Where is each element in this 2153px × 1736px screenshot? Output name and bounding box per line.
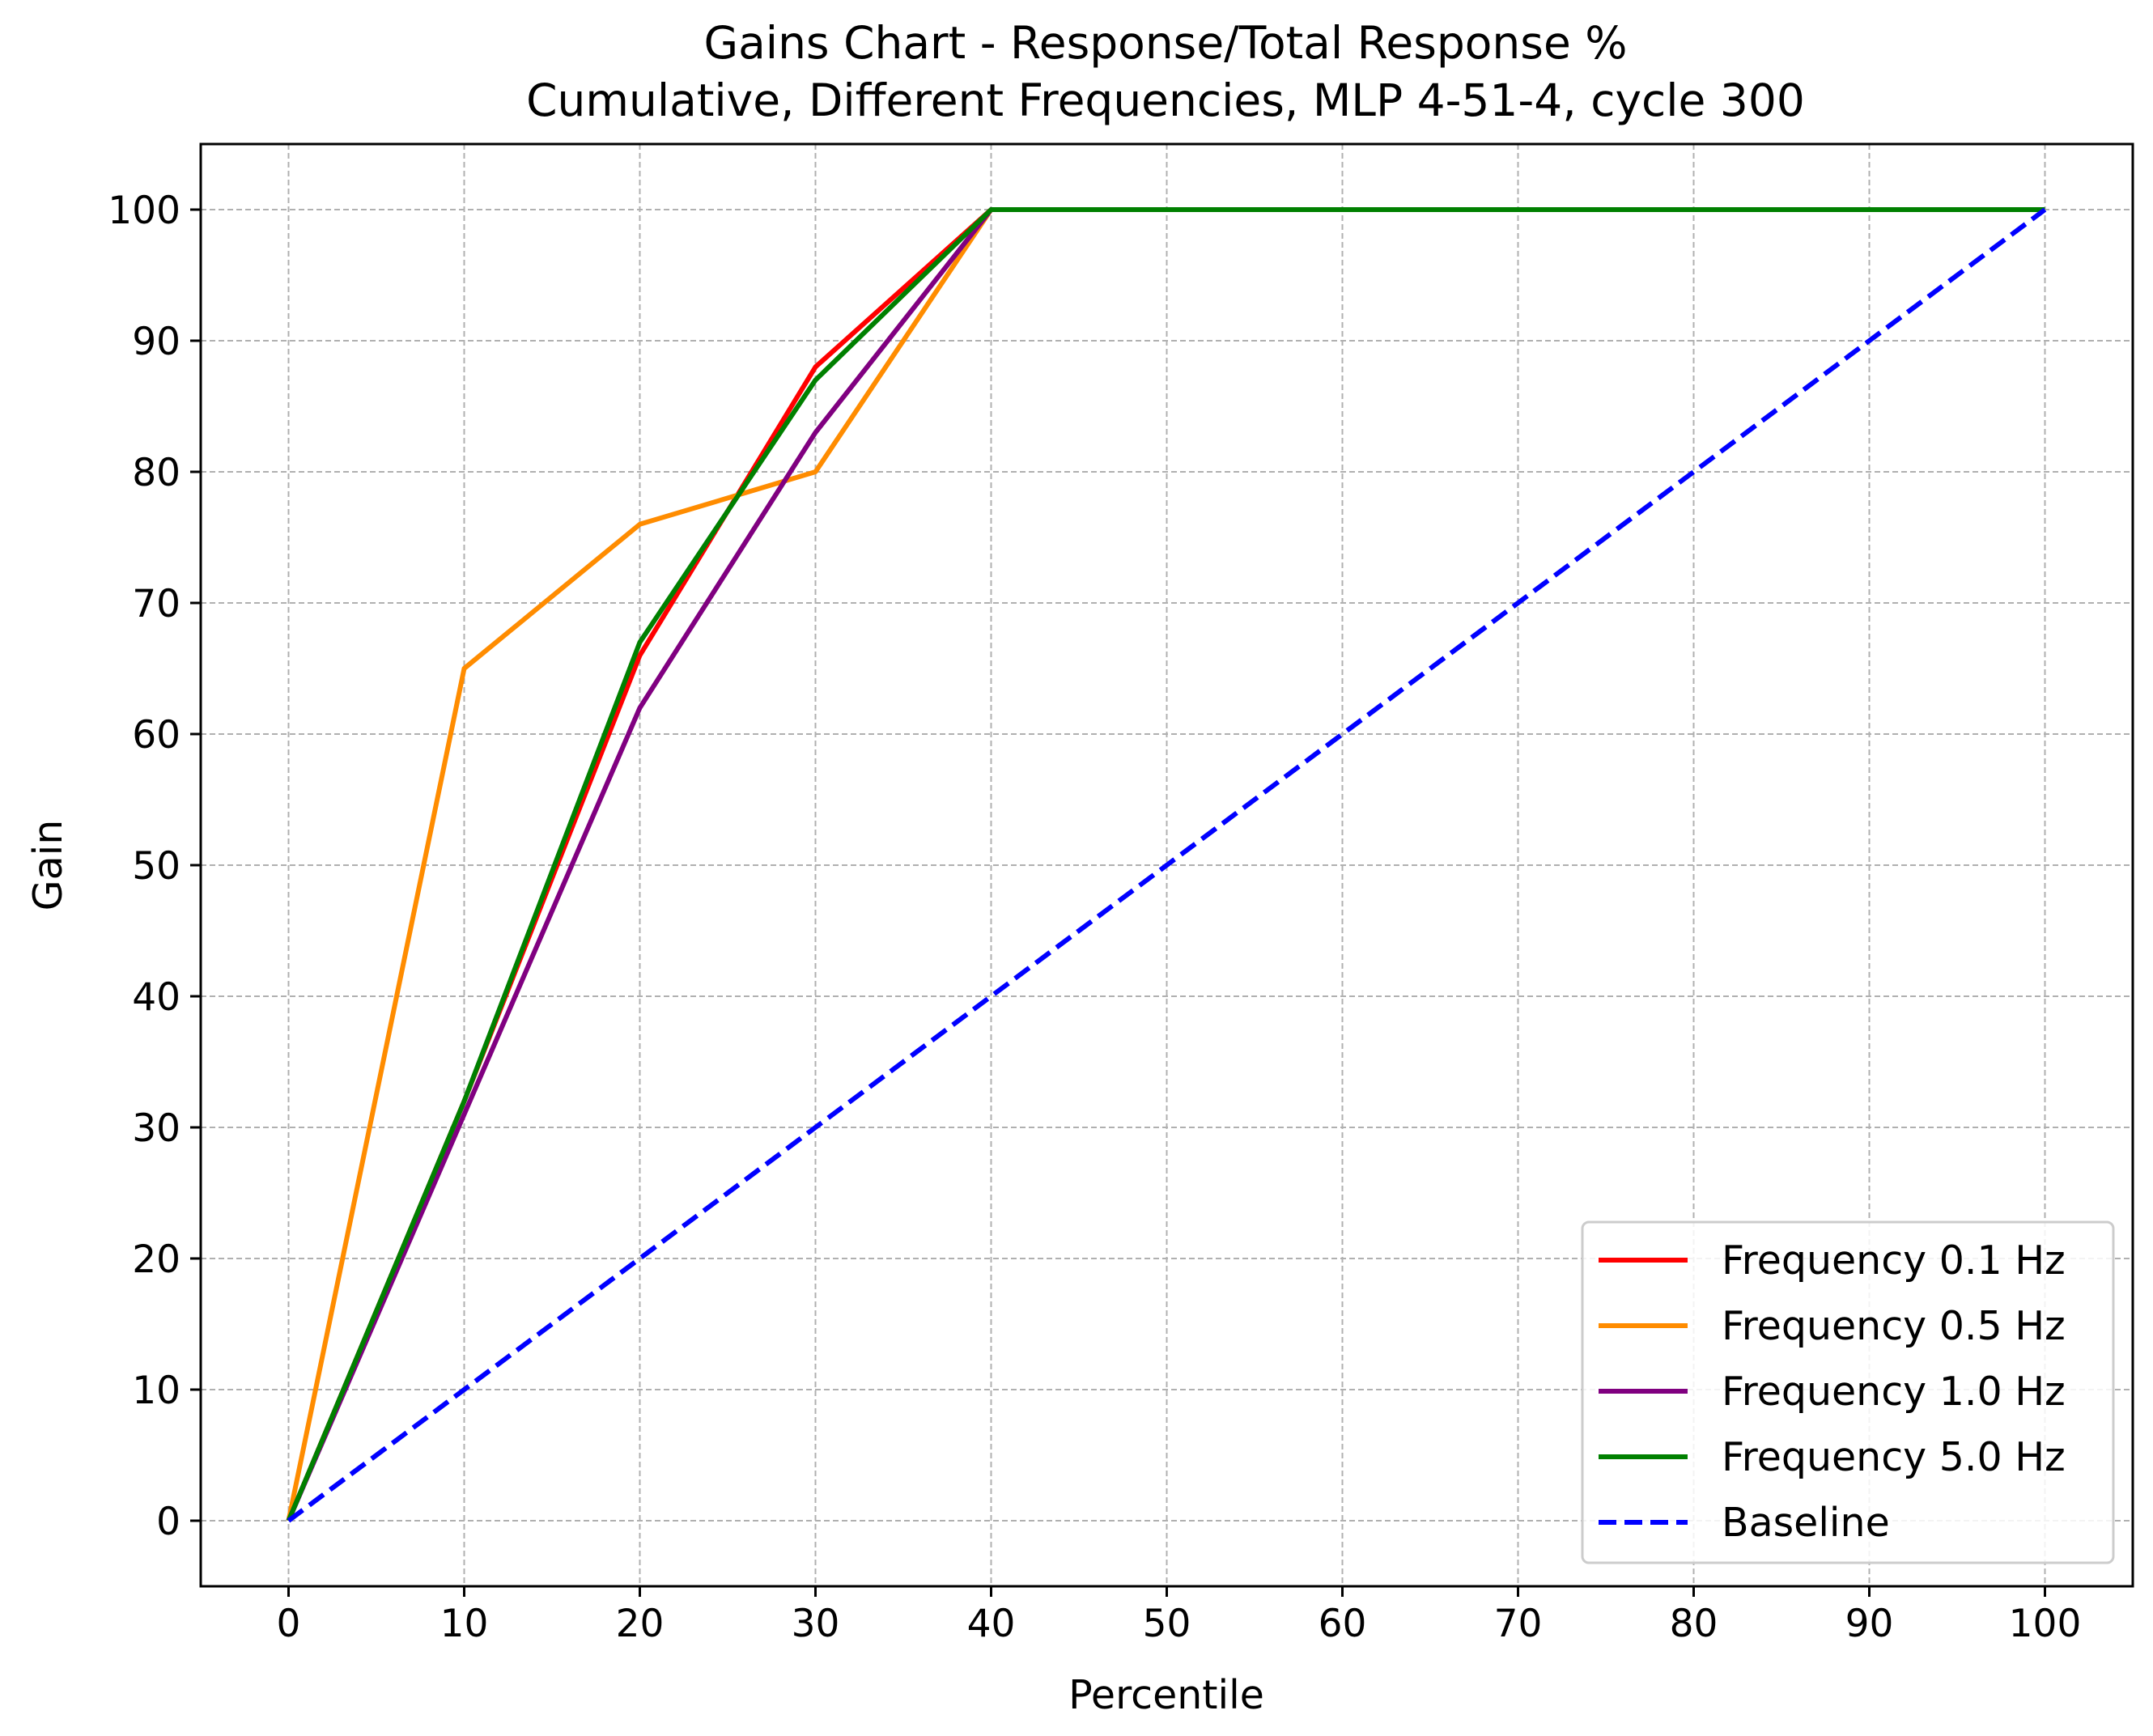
legend-box [1581,1220,2115,1564]
y-tick-label: 40 [132,975,180,1020]
y-tick-label: 50 [132,844,180,889]
legend-label-freq-1-0: Frequency 1.0 Hz [1722,1369,2066,1415]
x-tick-label: 60 [1319,1602,1367,1646]
y-axis-label: Gain [25,820,71,911]
x-axis-label: Percentile [1068,1672,1264,1718]
legend-label-freq-5-0: Frequency 5.0 Hz [1722,1434,2066,1480]
legend-label-freq-0-1: Frequency 0.1 Hz [1722,1237,2066,1284]
series-layer [286,207,2047,1523]
chart-title-line-1: Gains Chart - Response/Total Response % [703,17,1627,69]
y-tick-label: 70 [132,582,180,626]
x-tick-label: 70 [1494,1602,1543,1646]
legend-label-freq-0-5: Frequency 0.5 Hz [1722,1303,2066,1349]
y-tick-label: 100 [108,189,180,233]
x-axis-ticks: 0 10 20 30 40 50 60 70 80 90 100 [277,1586,2082,1646]
y-tick-label: 90 [132,320,180,364]
x-tick-label: 30 [792,1602,840,1646]
y-tick-label: 60 [132,713,180,758]
legend-label-baseline: Baseline [1722,1500,1890,1546]
y-tick-label: 30 [132,1106,180,1151]
legend: Frequency 0.1 Hz Frequency 0.5 Hz Frequenc… [1581,1220,2115,1564]
x-tick-label: 20 [616,1602,665,1646]
chart-title-line-2: Cumulative, Different Frequencies, MLP 4… [526,74,1805,126]
y-tick-label: 0 [156,1500,180,1544]
series-line-freq-5-0 [286,207,2045,1522]
x-tick-label: 0 [277,1602,301,1646]
x-tick-label: 50 [1143,1602,1191,1646]
y-tick-label: 80 [132,451,180,495]
series-line-baseline [287,207,2047,1523]
x-tick-label: 100 [2009,1602,2082,1646]
x-tick-label: 90 [1845,1602,1894,1646]
x-tick-label: 10 [440,1602,489,1646]
x-tick-label: 40 [967,1602,1016,1646]
y-tick-label: 10 [132,1369,180,1413]
y-tick-label: 20 [132,1237,180,1282]
x-tick-label: 80 [1670,1602,1718,1646]
y-axis-ticks: 0 10 20 30 40 50 60 70 80 90 100 [108,189,201,1544]
